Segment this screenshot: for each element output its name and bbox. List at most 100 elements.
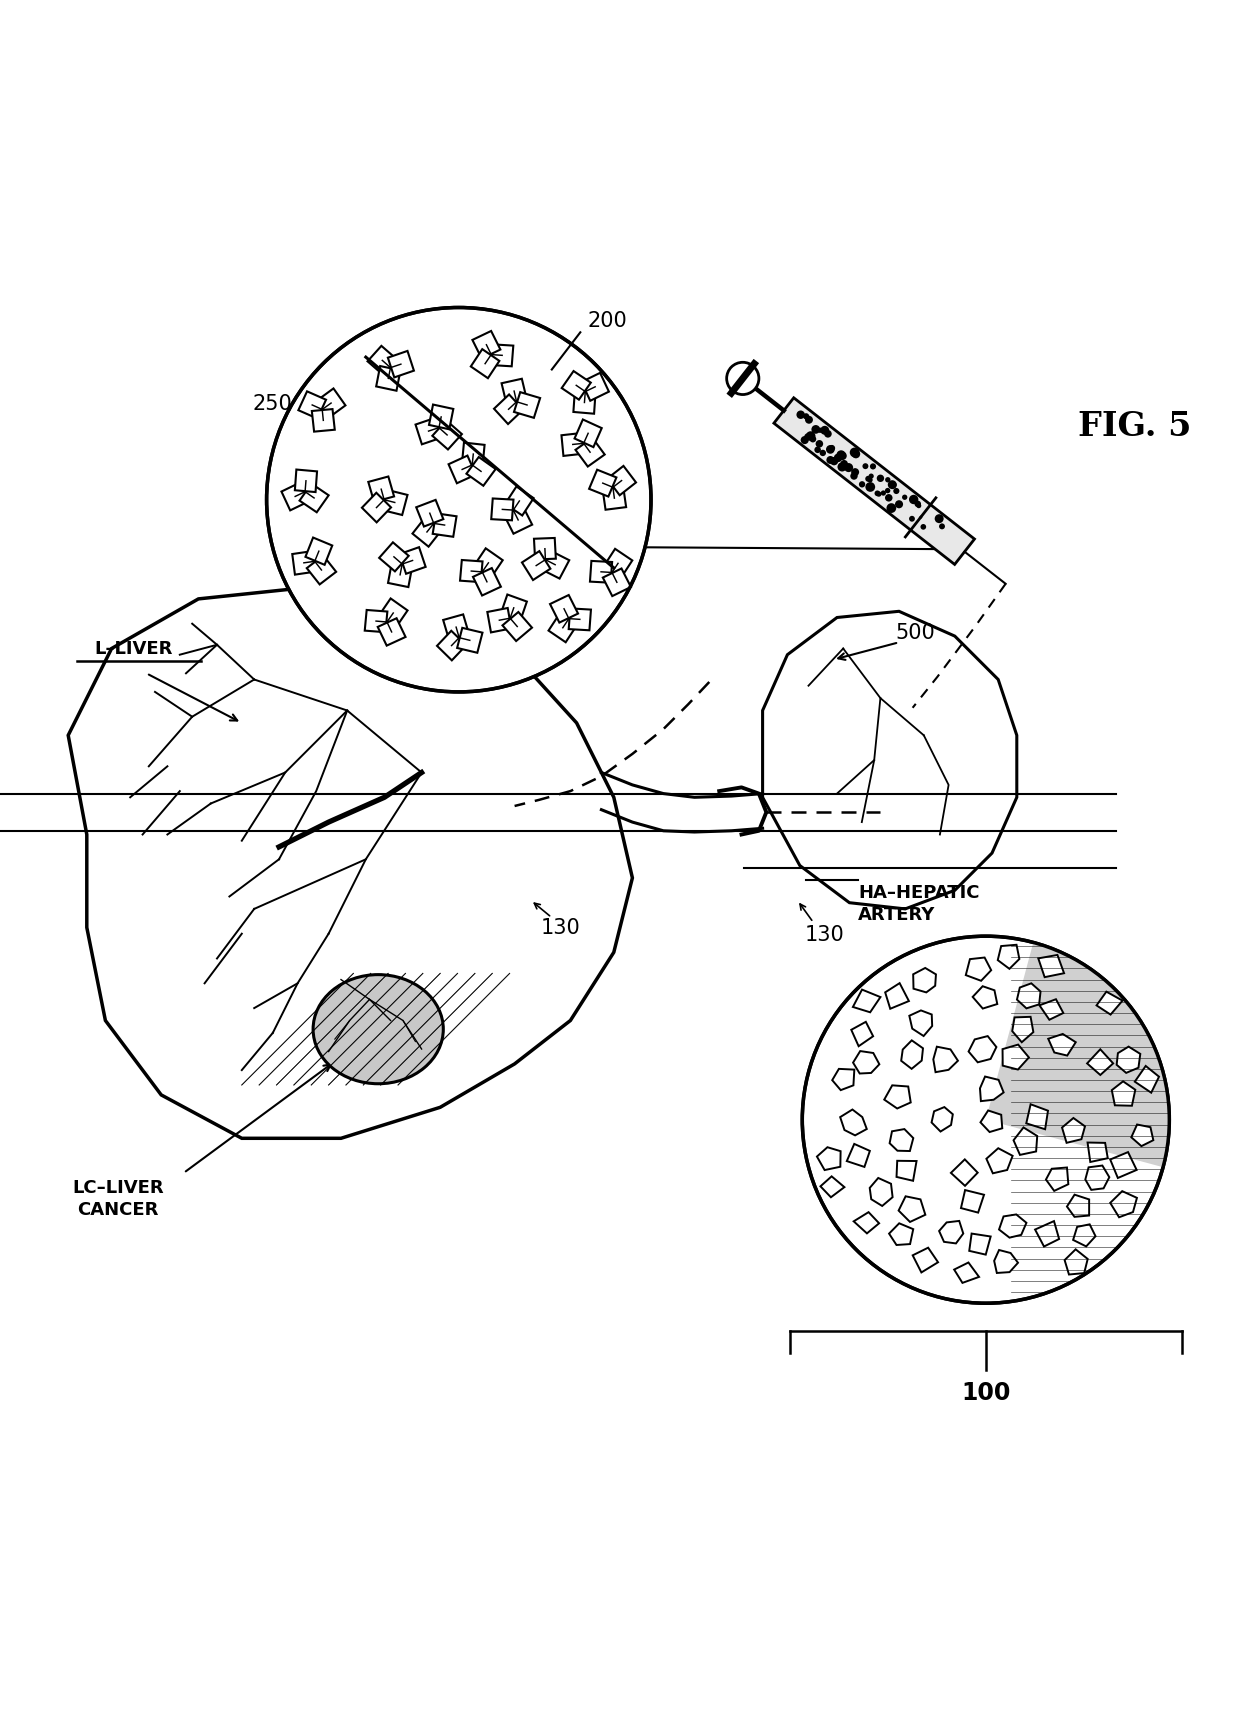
Polygon shape — [986, 1148, 1013, 1174]
Polygon shape — [901, 1041, 923, 1069]
Polygon shape — [852, 1022, 873, 1046]
Polygon shape — [1110, 1192, 1137, 1218]
Polygon shape — [1013, 1128, 1037, 1155]
Polygon shape — [551, 596, 578, 624]
Polygon shape — [980, 1077, 1003, 1102]
Polygon shape — [1131, 1124, 1153, 1147]
Text: FIG. 5: FIG. 5 — [1078, 409, 1192, 443]
Circle shape — [852, 450, 861, 459]
Polygon shape — [913, 1249, 937, 1273]
Polygon shape — [429, 405, 454, 430]
Polygon shape — [1112, 1082, 1136, 1107]
Polygon shape — [305, 539, 332, 565]
Text: L–LIVER: L–LIVER — [94, 639, 174, 658]
Polygon shape — [817, 1148, 841, 1171]
Polygon shape — [487, 608, 511, 634]
Circle shape — [863, 464, 868, 469]
Polygon shape — [970, 1233, 991, 1256]
Polygon shape — [1135, 1067, 1159, 1093]
Circle shape — [804, 414, 810, 421]
Polygon shape — [853, 1212, 879, 1233]
Polygon shape — [939, 1221, 963, 1244]
Circle shape — [820, 450, 826, 457]
Polygon shape — [1110, 1152, 1137, 1178]
Polygon shape — [281, 483, 309, 511]
Polygon shape — [1027, 1105, 1048, 1129]
Polygon shape — [774, 398, 975, 565]
Polygon shape — [415, 419, 441, 445]
Polygon shape — [885, 984, 909, 1010]
Polygon shape — [884, 1086, 910, 1108]
Polygon shape — [999, 1214, 1027, 1238]
Polygon shape — [763, 611, 1017, 909]
Polygon shape — [574, 421, 601, 449]
Circle shape — [866, 476, 872, 483]
Polygon shape — [569, 610, 591, 630]
Polygon shape — [562, 372, 590, 400]
Circle shape — [851, 473, 858, 480]
Text: 130: 130 — [805, 925, 844, 944]
Polygon shape — [443, 615, 469, 641]
Circle shape — [868, 475, 874, 480]
Circle shape — [916, 504, 921, 509]
Circle shape — [885, 478, 890, 483]
Polygon shape — [603, 570, 631, 598]
Circle shape — [920, 525, 926, 530]
Circle shape — [810, 436, 816, 443]
Polygon shape — [931, 1107, 952, 1133]
Circle shape — [849, 449, 859, 457]
Polygon shape — [589, 471, 616, 497]
Circle shape — [880, 492, 887, 497]
Polygon shape — [300, 485, 329, 513]
Polygon shape — [1073, 1225, 1095, 1247]
Polygon shape — [466, 457, 496, 487]
Polygon shape — [433, 421, 461, 450]
Polygon shape — [608, 466, 636, 495]
Circle shape — [805, 417, 813, 424]
Polygon shape — [909, 1011, 932, 1036]
Polygon shape — [869, 1178, 893, 1205]
Circle shape — [841, 461, 848, 468]
Polygon shape — [1012, 1017, 1033, 1043]
Polygon shape — [388, 563, 412, 587]
Polygon shape — [382, 490, 408, 516]
Polygon shape — [603, 487, 626, 511]
Polygon shape — [491, 499, 513, 521]
Circle shape — [837, 462, 847, 473]
Circle shape — [796, 410, 805, 419]
Polygon shape — [376, 367, 401, 391]
Polygon shape — [889, 1223, 913, 1245]
Polygon shape — [1048, 1034, 1076, 1057]
Text: 100: 100 — [961, 1380, 1011, 1405]
Circle shape — [909, 516, 915, 523]
Circle shape — [877, 475, 884, 483]
Polygon shape — [295, 471, 317, 494]
Polygon shape — [501, 596, 527, 622]
Circle shape — [837, 450, 846, 461]
Circle shape — [828, 445, 836, 452]
Polygon shape — [505, 487, 533, 516]
Circle shape — [811, 426, 820, 435]
Circle shape — [806, 431, 816, 442]
Polygon shape — [966, 958, 991, 982]
Polygon shape — [541, 551, 569, 578]
Circle shape — [826, 457, 835, 464]
Polygon shape — [575, 438, 605, 468]
Polygon shape — [367, 346, 397, 376]
Polygon shape — [590, 561, 613, 584]
Polygon shape — [841, 1110, 867, 1136]
Text: 250: 250 — [253, 393, 293, 414]
Polygon shape — [474, 549, 502, 578]
Polygon shape — [972, 987, 997, 1010]
Circle shape — [821, 426, 830, 435]
Polygon shape — [436, 632, 466, 662]
Polygon shape — [604, 549, 632, 578]
Polygon shape — [463, 443, 485, 466]
Polygon shape — [853, 1051, 879, 1074]
Polygon shape — [515, 393, 541, 419]
Polygon shape — [379, 544, 409, 572]
Text: HA–HEPATIC
ARTERY: HA–HEPATIC ARTERY — [858, 883, 980, 923]
Polygon shape — [501, 379, 527, 404]
Circle shape — [901, 495, 908, 501]
Circle shape — [877, 492, 882, 497]
